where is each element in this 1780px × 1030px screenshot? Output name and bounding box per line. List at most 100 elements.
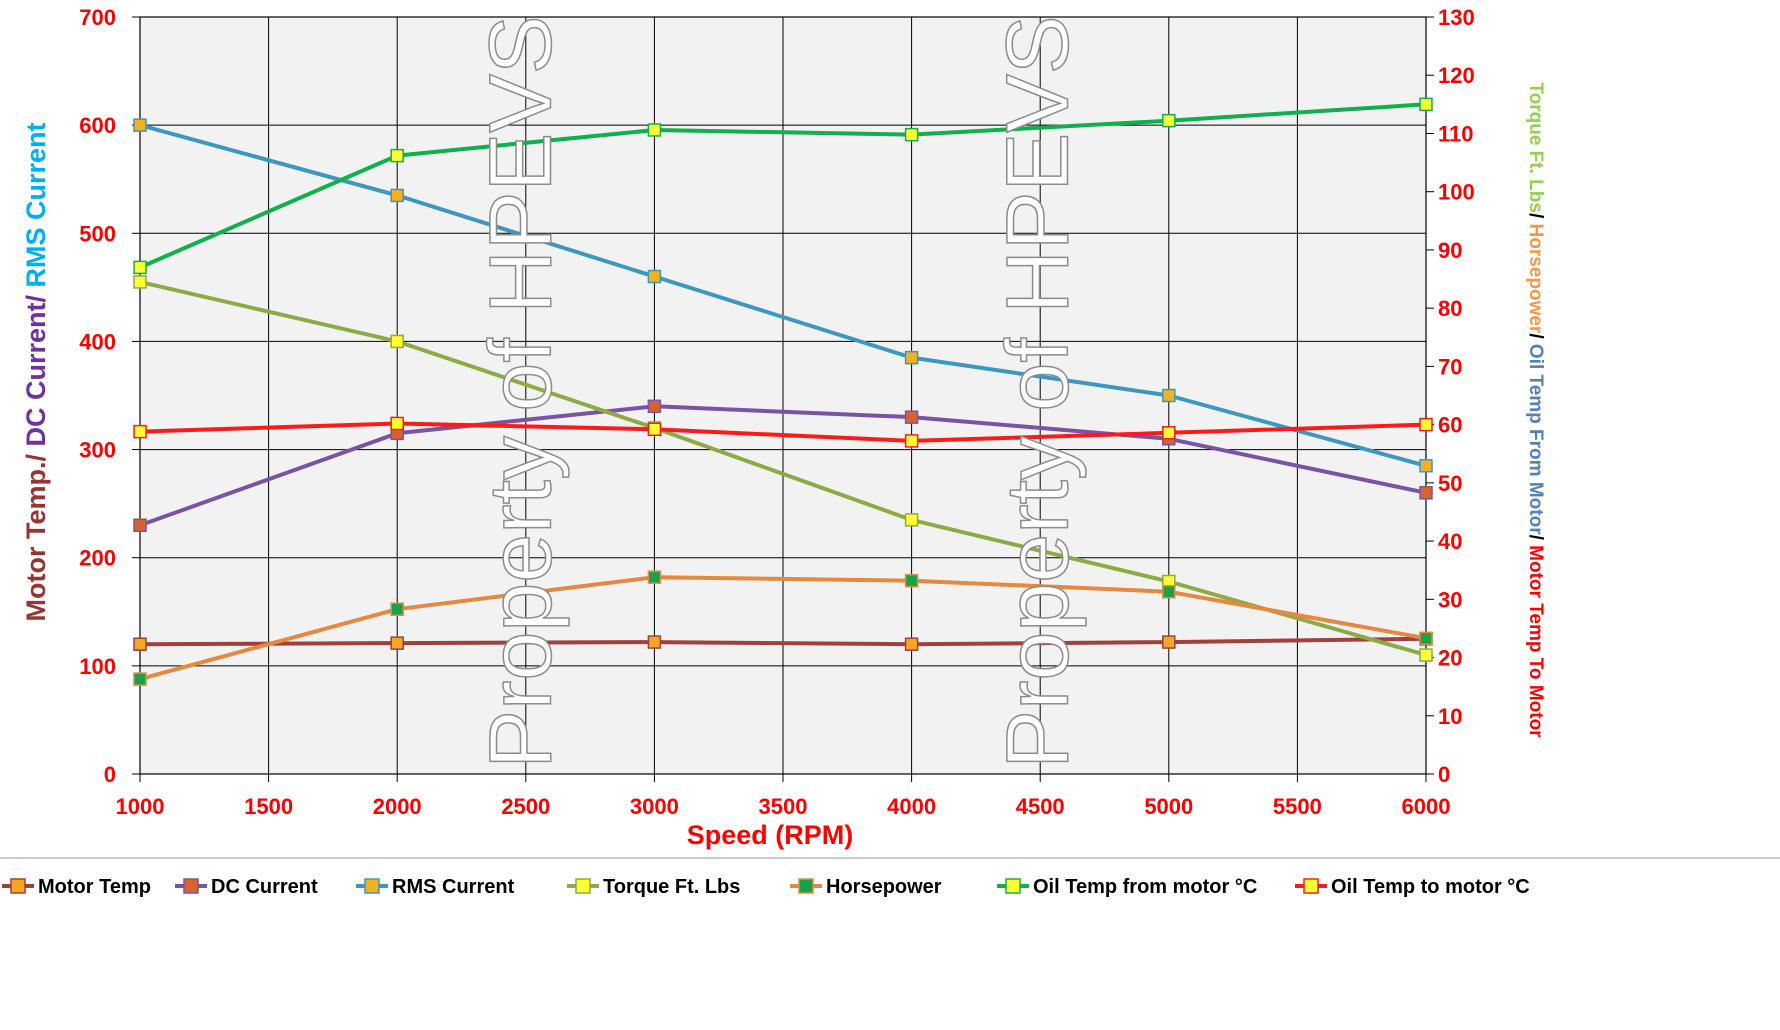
tick-label-right: 10 — [1438, 704, 1462, 729]
data-point — [1162, 426, 1176, 440]
tick-label-left: 0 — [104, 762, 116, 787]
legend-item: Oil Temp from motor °C — [997, 876, 1257, 898]
tick-label-x: 5500 — [1273, 794, 1322, 819]
legend-label: Oil Temp from motor °C — [1033, 876, 1257, 898]
data-point — [390, 148, 404, 163]
legend-label: RMS Current — [392, 876, 515, 898]
tick-label-x: 1500 — [244, 794, 293, 819]
y-axis-right-title-part: Oil Temp From Motor — [1525, 344, 1546, 535]
data-point — [1419, 417, 1433, 432]
data-point — [390, 602, 404, 616]
right-axis-ticks: 0 10 20 30 40 50 60 70 80 90 100 110 120 130 — [1426, 5, 1475, 787]
series-line — [138, 102, 1428, 270]
legend-item: Oil Temp to motor °C — [1295, 876, 1530, 898]
tick-label-x: 1000 — [116, 794, 165, 819]
data-point — [133, 518, 147, 533]
legend-item: RMS Current — [356, 876, 515, 898]
data-point — [1419, 486, 1433, 500]
data-point — [390, 188, 404, 203]
tick-label-right: 60 — [1438, 413, 1462, 438]
x-axis-title: Speed (RPM) — [687, 820, 854, 850]
y-axis-right-title: Torque Ft. Lbs/ Horsepower/ Oil Temp Fro… — [1525, 82, 1546, 738]
data-point — [904, 513, 919, 527]
tick-label-right: 70 — [1438, 354, 1462, 379]
tick-label-left: 300 — [79, 438, 116, 463]
legend-item: Torque Ft. Lbs — [567, 876, 740, 898]
series-line — [138, 404, 1428, 528]
legend-item: Motor Temp — [2, 876, 151, 898]
data-point — [1419, 648, 1433, 662]
data-point — [1162, 584, 1176, 599]
series-line — [138, 575, 1428, 682]
y-axis-right-title-part: Horsepower — [1525, 224, 1546, 334]
data-point — [133, 118, 147, 132]
tick-label-right: 90 — [1438, 238, 1462, 263]
y-axis-left-title-part: DC Current/ — [21, 288, 51, 447]
data-point — [1419, 631, 1433, 646]
y-axis-right-title-part: / — [1525, 213, 1546, 224]
series-line — [138, 421, 1428, 443]
data-point — [904, 637, 919, 651]
data-point — [647, 269, 662, 284]
tick-label-right: 20 — [1438, 646, 1462, 671]
x-axis-ticks: 1000 1500 2000 2500 3000 3500 4000 4500 5000 5500… — [116, 774, 1451, 819]
data-point — [647, 123, 662, 137]
tick-label-x: 5000 — [1144, 794, 1193, 819]
left-axis-ticks: 0 100 200 300 400 500 600 700 — [79, 5, 140, 787]
data-point — [390, 636, 404, 650]
series-line — [138, 636, 1428, 647]
series-group — [133, 416, 1433, 448]
tick-label-left: 700 — [79, 5, 116, 30]
series-group — [133, 570, 1433, 686]
data-point — [1162, 388, 1176, 403]
data-point — [904, 434, 919, 448]
data-point — [133, 424, 147, 439]
data-point — [133, 672, 147, 686]
tick-label-left: 100 — [79, 654, 116, 679]
series-line — [138, 123, 1428, 468]
watermark-layer: Property of HPEVS Property of HPEVS — [470, 15, 1088, 770]
y-axis-left-title-part: Motor Temp./ — [21, 447, 51, 622]
data-point — [133, 260, 147, 275]
data-point — [1162, 635, 1176, 649]
data-point — [1162, 113, 1176, 128]
series-group — [133, 97, 1433, 275]
data-point — [647, 399, 662, 414]
tick-label-left: 400 — [79, 329, 116, 354]
data-point — [133, 275, 147, 289]
tick-label-x: 2000 — [373, 794, 422, 819]
legend-marker — [798, 878, 814, 894]
tick-label-x: 2500 — [501, 794, 550, 819]
legend-marker — [1005, 878, 1021, 894]
data-point — [904, 127, 919, 142]
y-axis-right-title-part: Motor Temp To Motor — [1525, 545, 1546, 738]
data-point — [390, 416, 404, 431]
legend-label: Motor Temp — [38, 876, 151, 898]
data-point — [1419, 459, 1433, 473]
tick-label-right: 120 — [1438, 63, 1475, 88]
tick-label-left: 500 — [79, 221, 116, 246]
tick-label-right: 100 — [1438, 180, 1475, 205]
tick-label-right: 40 — [1438, 529, 1462, 554]
data-point — [904, 410, 919, 424]
tick-label-left: 200 — [79, 546, 116, 571]
tick-label-x: 4000 — [887, 794, 936, 819]
data-point — [904, 350, 919, 365]
data-point — [1419, 97, 1433, 112]
data-point — [647, 635, 662, 649]
tick-label-right: 30 — [1438, 587, 1462, 612]
y-axis-left-title: Motor Temp./ DC Current/ RMS Current — [21, 122, 51, 621]
series-group — [133, 118, 1433, 473]
tick-label-x: 6000 — [1402, 794, 1451, 819]
data-point — [647, 570, 662, 584]
legend-label: Horsepower — [826, 876, 942, 898]
tick-label-x: 3500 — [759, 794, 808, 819]
legend-marker — [364, 878, 380, 894]
data-point — [647, 422, 662, 437]
tick-label-right: 80 — [1438, 296, 1462, 321]
data-point — [133, 637, 147, 651]
legend-label: DC Current — [211, 876, 318, 898]
series-line — [138, 279, 1428, 657]
legend-label: Oil Temp to motor °C — [1331, 876, 1530, 898]
